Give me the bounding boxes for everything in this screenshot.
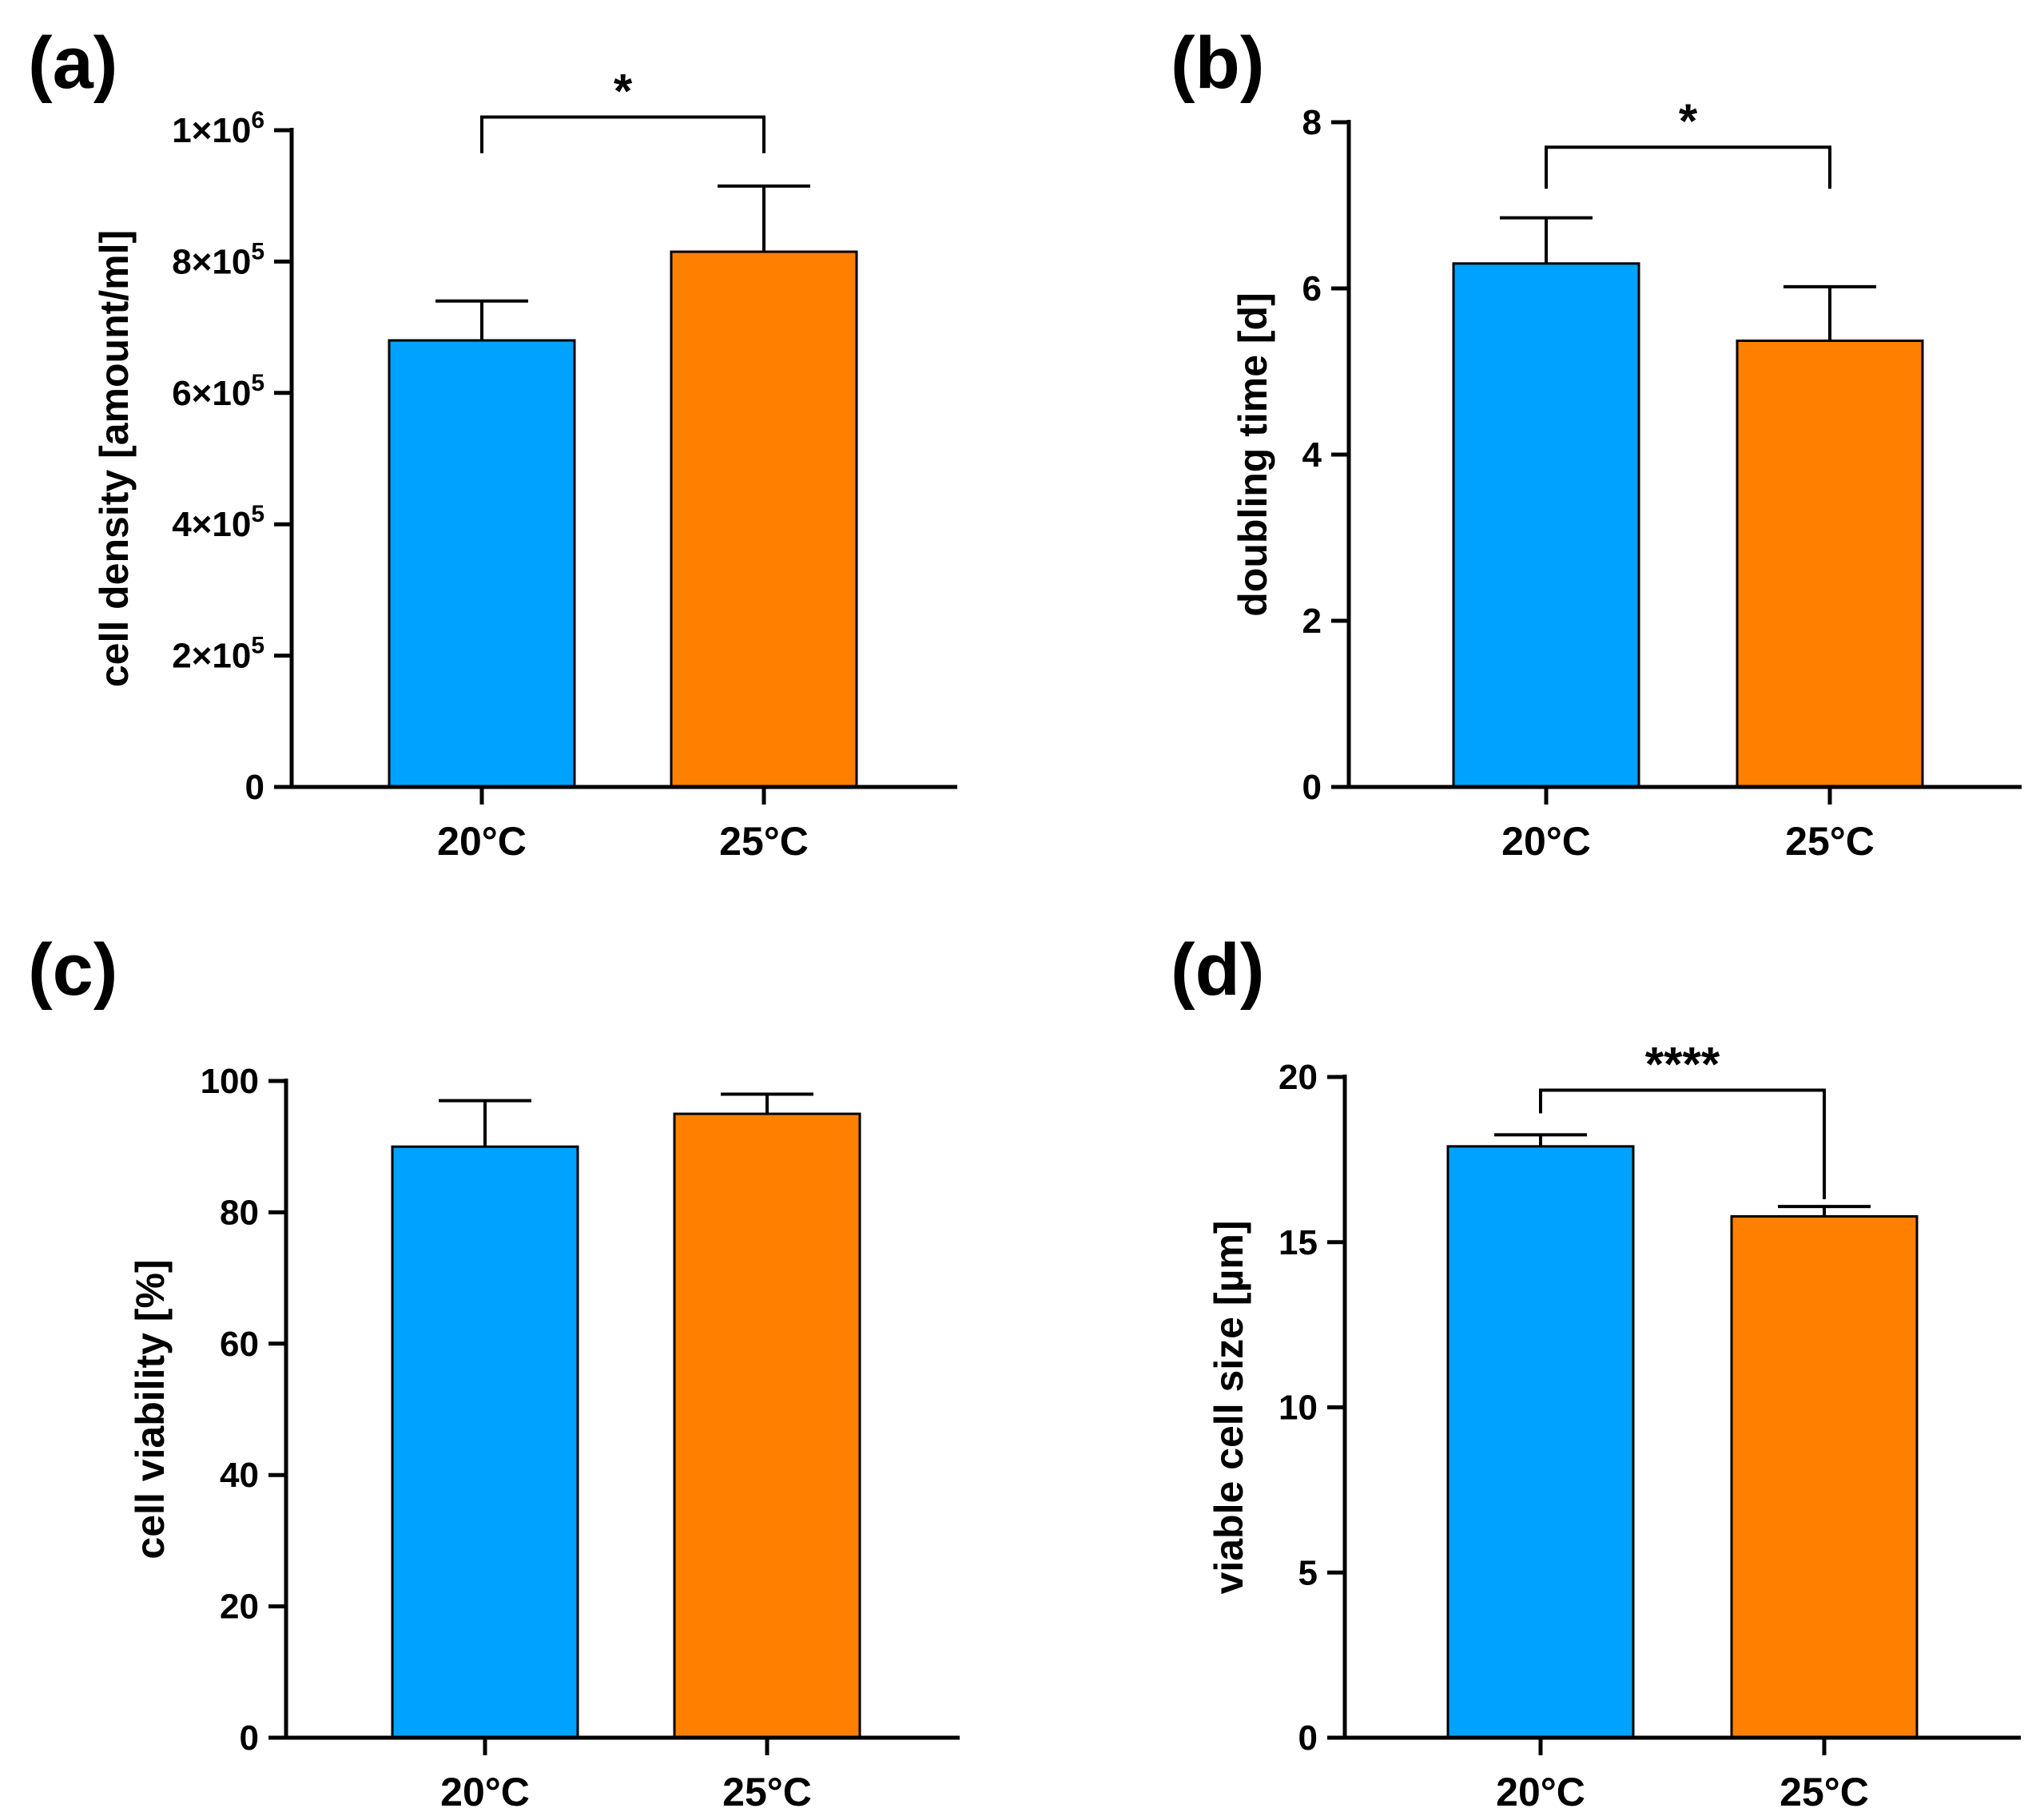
x-tick-label: 25°C [1785, 819, 1875, 864]
y-axis-label: doubling time [d] [1231, 292, 1275, 616]
y-tick-label: 5 [1298, 1553, 1318, 1592]
y-tick-label: 15 [1278, 1223, 1318, 1262]
x-tick-label: 25°C [719, 819, 809, 864]
bar-20C [391, 1145, 579, 1739]
x-tick-label: 20°C [1501, 819, 1591, 864]
y-tick-label: 60 [220, 1325, 259, 1364]
panel-label: (a) [28, 22, 117, 104]
significance-bracket [1545, 145, 1831, 189]
panel-label: (c) [28, 929, 117, 1011]
y-tick-label: 0 [1302, 768, 1322, 807]
y-tick-label: 80 [220, 1193, 259, 1232]
x-tick-label: 20°C [440, 1770, 530, 1814]
bar-25C [1730, 1214, 1919, 1739]
y-tick-label: 20 [220, 1588, 259, 1627]
panel-d: (d) 0 5 10 15 20 20°C 25°C viable cell size [µm]… [1171, 929, 2021, 1814]
x-tick-label: 20°C [437, 819, 527, 864]
y-tick-label: 0 [1298, 1719, 1318, 1758]
panel-label: (d) [1171, 929, 1264, 1011]
x-tick-label: 25°C [1780, 1770, 1869, 1814]
significance-bracket [480, 115, 765, 153]
x-tick-label: 25°C [722, 1770, 812, 1814]
y-tick-label: 40 [220, 1456, 259, 1495]
y-tick-label: 6×105 [172, 370, 264, 413]
y-tick-label: 2×105 [172, 633, 264, 676]
y-tick-label: 8×105 [172, 238, 264, 281]
y-tick-label: 4×105 [172, 501, 264, 544]
x-tick-label: 20°C [1496, 1770, 1585, 1814]
bar-20C [1452, 262, 1640, 789]
y-axis-label: cell viability [%] [128, 1259, 173, 1559]
bar-25C [1736, 340, 1924, 789]
y-tick-label: 0 [245, 768, 264, 807]
y-tick-label: 10 [1278, 1389, 1318, 1428]
bar-25C [673, 1112, 861, 1739]
panel-b: (b) 0 2 4 6 8 20°C 25°C doubling time [d] * [1171, 22, 2022, 864]
y-tick-label: 1×106 [172, 107, 264, 150]
panel-a: (a) 0 2×105 4×105 6×105 8×105 1×106 20°C 25°C cel… [28, 22, 957, 864]
y-tick-label: 2 [1302, 602, 1322, 641]
y-tick-label: 6 [1302, 269, 1322, 308]
significance-bracket [1539, 1088, 1826, 1199]
y-tick-label: 4 [1302, 435, 1322, 475]
panel-c: (c) 0 20 40 60 80 100 20°C 25°C cell viability [%… [28, 929, 960, 1814]
bar-25C [670, 250, 858, 789]
y-axis-label: cell density [amount/ml] [92, 230, 137, 687]
y-tick-label: 100 [201, 1062, 259, 1101]
y-tick-label: 0 [240, 1719, 259, 1758]
y-tick-label: 20 [1278, 1058, 1318, 1097]
panel-label: (b) [1171, 22, 1264, 104]
bar-20C [388, 339, 576, 789]
y-tick-label: 8 [1302, 103, 1322, 142]
significance-label: * [614, 65, 633, 118]
bar-20C [1446, 1145, 1635, 1739]
significance-label: * [1679, 94, 1698, 148]
y-axis-label: viable cell size [µm] [1207, 1221, 1251, 1595]
significance-label: **** [1645, 1038, 1720, 1091]
